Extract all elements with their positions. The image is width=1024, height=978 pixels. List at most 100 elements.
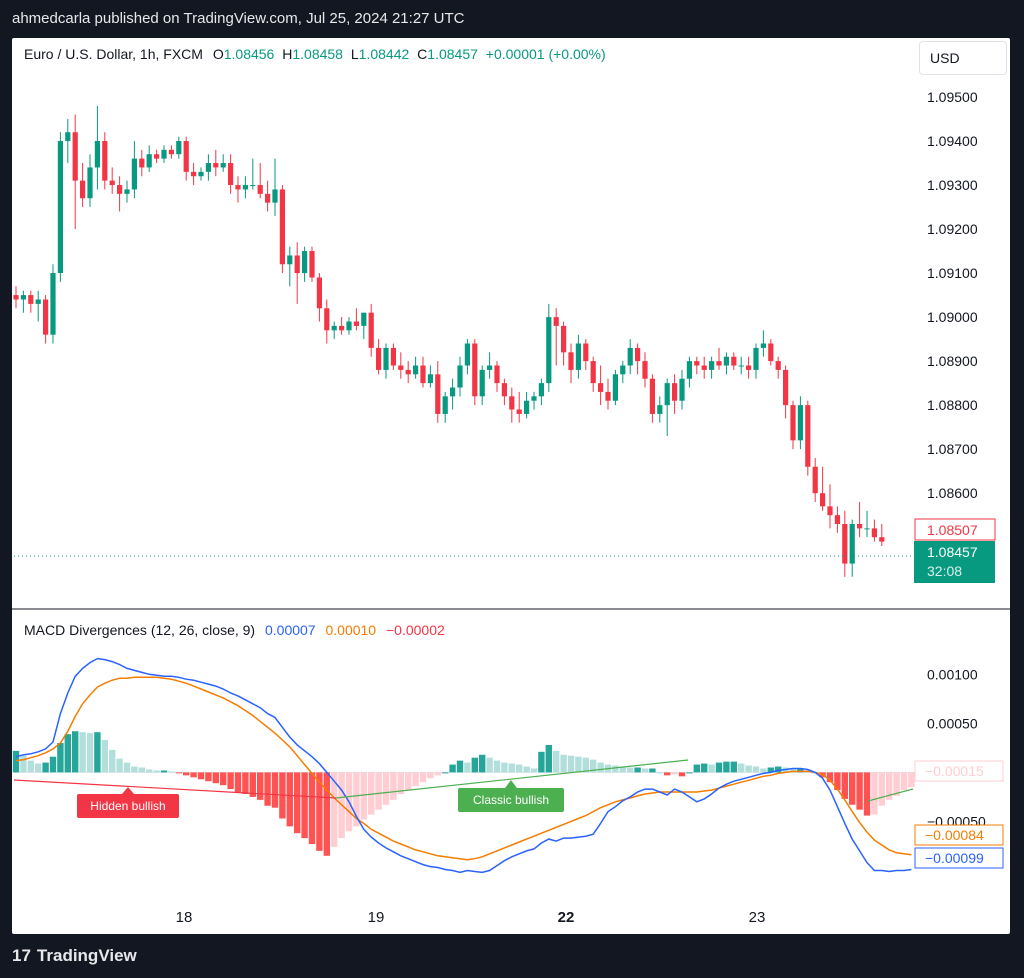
histogram-bar (641, 768, 649, 773)
candle (376, 339, 382, 375)
classic-bullish-divergence-line-1 (335, 759, 689, 799)
candle (842, 510, 848, 577)
histogram-bar (131, 766, 138, 773)
time-tick-label: 23 (749, 909, 766, 926)
candle (146, 145, 152, 172)
candle (479, 365, 485, 406)
candle (339, 317, 345, 335)
histogram-bar (249, 772, 256, 797)
price-legend: Euro / U.S. Dollar, 1h, FXCM O1.08456 H1… (24, 46, 606, 62)
price-tick-label: 1.08900 (927, 353, 978, 369)
candle (590, 356, 596, 392)
candle (28, 290, 34, 313)
macd-tick-label: 0.00100 (927, 666, 978, 682)
candle (649, 374, 655, 423)
price-tick-label: 1.09100 (927, 265, 978, 281)
histogram-bar (723, 761, 730, 773)
classic-bullish-text: Classic bullish (473, 793, 549, 807)
candle (161, 145, 167, 164)
candle (583, 339, 589, 370)
histogram-bar (12, 750, 20, 773)
candle (487, 352, 493, 379)
signal-value-tag: −0.00084 (914, 824, 1004, 846)
candle (43, 295, 49, 344)
candle (709, 356, 715, 379)
candle (538, 378, 544, 406)
histogram-bar (382, 772, 390, 805)
macd-legend: MACD Divergences (12, 26, close, 9) 0.00… (24, 622, 445, 638)
histogram-bar (582, 757, 589, 773)
candle (57, 132, 63, 282)
hidden-bullish-divergence-line (13, 779, 337, 799)
candle (827, 484, 833, 529)
histogram-bar (834, 772, 841, 791)
classic-bullish-divergence-line-2 (867, 788, 914, 802)
publish-header: ahmedcarla published on TradingView.com,… (0, 0, 1024, 38)
candle (35, 290, 41, 322)
candle (509, 387, 515, 423)
signal-line (15, 676, 912, 861)
candle (605, 378, 611, 410)
histogram-bar (708, 764, 715, 773)
candle (501, 378, 507, 406)
histogram-bar (767, 767, 774, 773)
candle (94, 105, 100, 190)
histogram-bar (619, 766, 626, 773)
candle (265, 180, 271, 212)
footer-bar (0, 934, 1024, 978)
candle (494, 361, 500, 392)
currency-button[interactable]: USD (919, 41, 1007, 75)
candle (457, 356, 463, 397)
time-tick-label: 19 (368, 909, 385, 926)
candle (760, 330, 766, 357)
candle (168, 145, 174, 159)
histogram-bar (116, 758, 123, 773)
histogram-bar (693, 764, 700, 773)
candle (553, 308, 559, 366)
histogram-bar (501, 762, 508, 773)
tradingview-logo[interactable]: 17 TradingView (12, 946, 137, 966)
candle (176, 136, 182, 159)
candle (768, 339, 774, 366)
bar-countdown: 32:08 (927, 563, 962, 579)
histogram-bar (486, 757, 493, 773)
prev-close-value: 1.08507 (927, 522, 978, 538)
histogram-bar (538, 751, 545, 773)
histogram-bar (138, 767, 145, 773)
candle (516, 391, 522, 423)
histogram-bar (412, 772, 419, 787)
candle (309, 246, 315, 282)
candle (879, 523, 885, 546)
histogram-bar (49, 756, 57, 773)
histogram-bar (886, 772, 893, 800)
macd-title[interactable]: MACD Divergences (12, 26, close, 9) (24, 622, 256, 638)
histogram-bar (701, 763, 708, 773)
histogram-bar (57, 742, 64, 773)
histogram-bar (94, 732, 101, 773)
candle (65, 119, 71, 164)
price-tick-label: 1.09500 (927, 89, 978, 105)
low-value: 1.08442 (358, 46, 410, 62)
histogram-bar (86, 733, 94, 773)
candle (620, 361, 626, 384)
histogram-bar (42, 762, 49, 773)
candle (598, 365, 604, 406)
candle (198, 167, 204, 181)
histogram-bar (146, 769, 153, 773)
close-label: C (417, 46, 428, 62)
price-tick-label: 1.08600 (927, 485, 978, 501)
histogram-bar (686, 772, 693, 774)
candle (353, 308, 359, 331)
candle (316, 273, 322, 322)
histogram-bar (271, 772, 279, 808)
symbol-title[interactable]: Euro / U.S. Dollar, 1h, FXCM (24, 46, 203, 62)
candle (398, 352, 404, 379)
candle (420, 356, 426, 388)
histogram-bar (175, 772, 182, 774)
candle (213, 149, 219, 177)
candle (272, 158, 278, 216)
price-tick-label: 1.09400 (927, 133, 978, 149)
candle (294, 242, 300, 304)
histogram-bar (72, 731, 79, 773)
